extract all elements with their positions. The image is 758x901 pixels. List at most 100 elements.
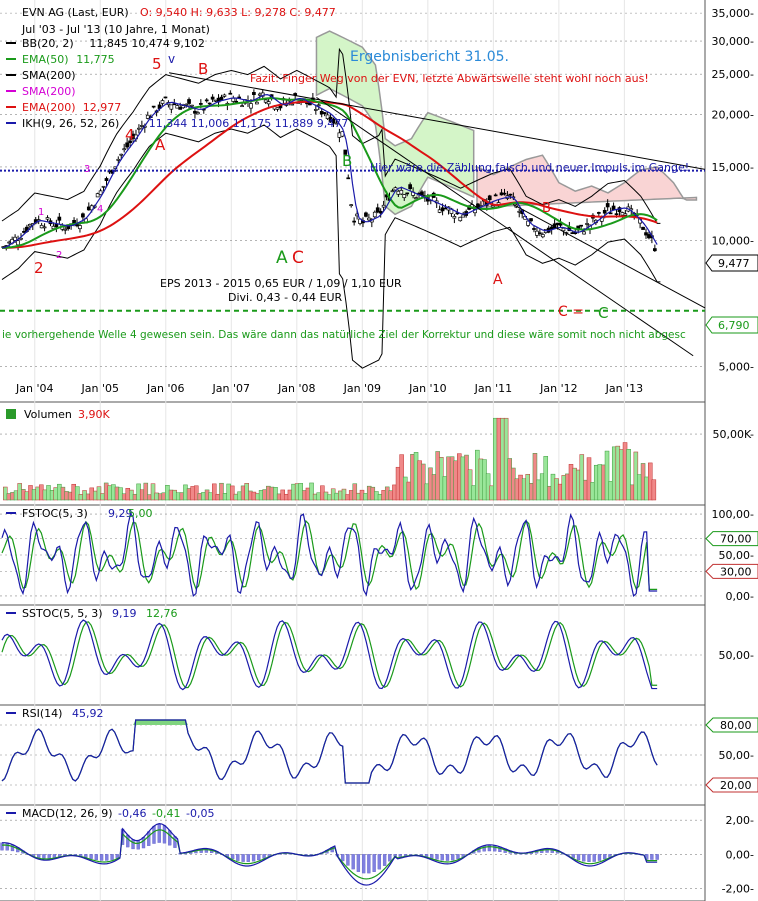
candle-body [319, 111, 324, 115]
candle-body [440, 207, 445, 212]
candle-body [623, 213, 628, 216]
volume-bar [586, 457, 592, 501]
candle-body [561, 227, 566, 232]
price-tick-label: 35,000- [712, 7, 754, 20]
candle-body [399, 190, 404, 195]
candle-body [163, 96, 168, 99]
macd-histogram-bar [435, 854, 439, 860]
x-tick-label: Jan '08 [277, 382, 315, 395]
report-title: Ergebnisbericht 31.05. [350, 49, 509, 65]
macd-histogram-bar [89, 854, 93, 859]
eps-note: EPS 2013 - 2015 0,65 EUR / 1,09 / 1,10 E… [160, 277, 402, 290]
price-tick-label: 10,000- [712, 235, 754, 248]
candle-body [275, 107, 280, 110]
wave-label: 5 [152, 55, 162, 73]
candle-body [352, 220, 356, 223]
dividend-note: Divi. 0,43 - 0,44 EUR [228, 291, 343, 304]
candle-body [349, 204, 354, 207]
legend-value: 11,344 11,006 11,175 11,889 9,477 [149, 117, 348, 130]
c-target-label: C [598, 304, 608, 322]
volume-icon [6, 409, 16, 419]
candle-body [508, 193, 513, 196]
volume-bar [212, 483, 217, 501]
wave-label: 4 [97, 204, 103, 215]
wave-label: v [168, 52, 175, 66]
candle-body [647, 234, 651, 239]
wave-note: ie vorhergehende Welle 4 gewesen sein. D… [2, 329, 686, 341]
volume-bar [604, 450, 610, 501]
macd-histogram-bar [99, 854, 104, 861]
wave-label: 1 [38, 207, 44, 218]
rsi-value: 45,92 [72, 707, 104, 720]
candle-body [54, 224, 59, 228]
candle-body [602, 209, 607, 214]
osc-tick-label: 0,00- [726, 848, 754, 861]
macd-value-2: -0,41 [152, 807, 180, 820]
candle-body [116, 158, 121, 161]
oscillator-line [1, 619, 658, 691]
candle-body [343, 149, 348, 155]
candle-body [128, 140, 132, 144]
candle-body [42, 226, 47, 229]
candle-body [313, 109, 318, 111]
wave-label: C [292, 248, 304, 268]
osc-tick-label: 70,00 [720, 533, 752, 546]
wave-label: A [155, 136, 166, 154]
candle-body [178, 107, 183, 110]
volume-bar [421, 463, 426, 501]
osc-tick-label: -2,00- [722, 882, 754, 895]
candle-body [125, 142, 129, 148]
candle-body [81, 213, 85, 218]
macd-histogram-bar [346, 854, 350, 866]
volume-bar [626, 449, 631, 501]
sstoc-panel [1, 619, 658, 691]
candle-body [78, 225, 82, 230]
candle-body [372, 211, 377, 218]
candle-body [549, 226, 554, 230]
candle-body [402, 194, 407, 199]
candle-body [7, 241, 12, 244]
legend-label: IKH(9, 26, 52, 26) [22, 117, 119, 130]
chart-period: Jul '03 - Jul '13 (10 Jahre, 1 Monat) [21, 23, 210, 36]
legend-value: 12,977 [83, 101, 122, 114]
macd-histogram-bar [388, 854, 392, 862]
candle-body [210, 96, 215, 100]
candle-body [502, 192, 507, 195]
candle-body [367, 217, 371, 221]
ichimoku-cloud-bearish [476, 154, 698, 209]
bollinger-upper-band [1, 47, 661, 224]
x-tick-label: Jan '11 [474, 382, 512, 395]
osc-tick-label: 2,00- [726, 814, 754, 827]
signal-line [1, 829, 658, 880]
volume-bar [143, 482, 149, 501]
candle-body [641, 226, 645, 230]
candle-body [263, 99, 268, 103]
candle-body [240, 105, 244, 108]
candle-body [119, 153, 124, 156]
osc-level-tag [705, 717, 758, 733]
macd-histogram-bar [430, 854, 434, 859]
legend: EVN AG (Last, EUR) O: 9,540 H: 9,633 L: … [6, 6, 348, 130]
osc-tick-label: 30,00 [720, 565, 752, 578]
macd-histogram-bar [650, 854, 654, 860]
price-tick-label: 20,000- [712, 109, 754, 122]
candle-body [204, 99, 209, 102]
candle-body [104, 178, 109, 181]
candle-body [207, 102, 212, 105]
candle-body [160, 100, 165, 104]
volume-bar [150, 483, 156, 501]
candle-body [63, 228, 68, 231]
candle-body [614, 213, 619, 216]
x-tick-label: Jan '12 [539, 382, 577, 395]
candle-body [57, 216, 62, 221]
candle-body [540, 234, 545, 238]
candle-body [555, 222, 560, 226]
candle-body [231, 97, 236, 102]
candle-body [558, 222, 563, 226]
macd-histogram-bar [251, 854, 256, 862]
wave-label: B [542, 201, 551, 216]
x-tick-label: Jan '06 [146, 382, 184, 395]
candle-body [86, 206, 91, 211]
